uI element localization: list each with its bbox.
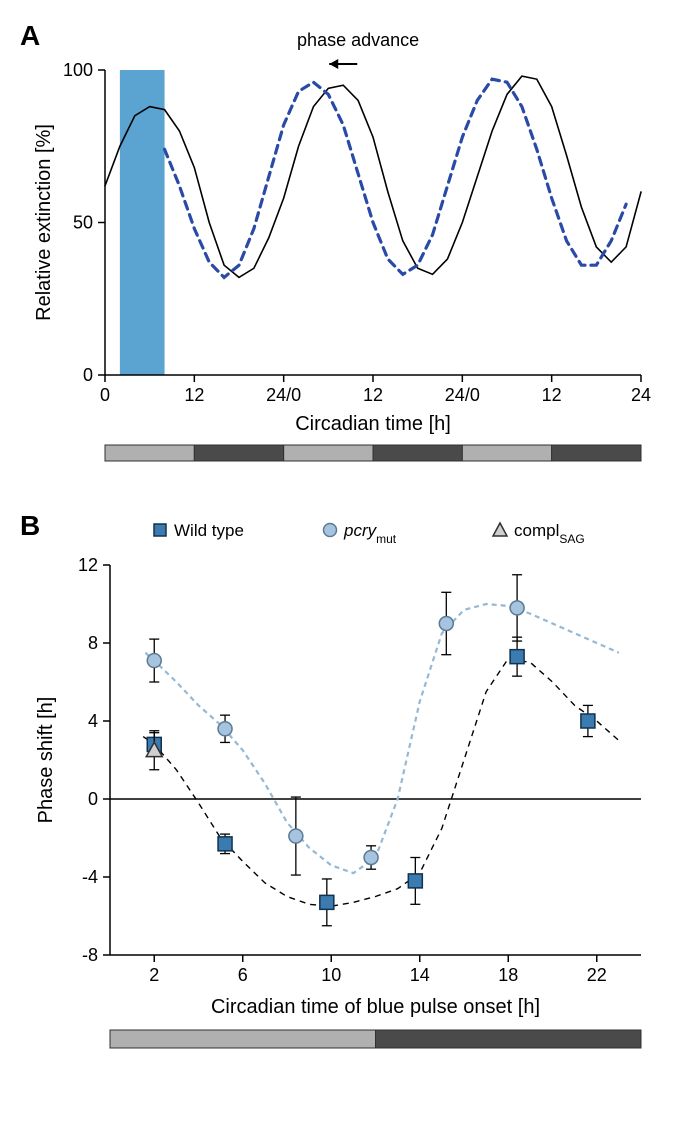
svg-text:24/0: 24/0	[445, 385, 480, 405]
svg-text:4: 4	[88, 711, 98, 731]
panel-b-chart: Wild type pcrymut complSAG -8 -4 0 4 8 12 2 6 10 14 1…	[20, 510, 661, 1070]
svg-text:12: 12	[542, 385, 562, 405]
svg-text:-8: -8	[82, 945, 98, 965]
svg-text:2: 2	[149, 965, 159, 985]
svg-text:100: 100	[63, 60, 93, 80]
svg-text:0: 0	[100, 385, 110, 405]
svg-text:6: 6	[238, 965, 248, 985]
svg-text:phase advance: phase advance	[297, 30, 419, 50]
svg-text:12: 12	[363, 385, 383, 405]
svg-text:Relative extinction [%]: Relative extinction [%]	[33, 124, 55, 321]
svg-text:24: 24	[631, 385, 651, 405]
svg-text:10: 10	[321, 965, 341, 985]
panel-b: B Wild type pcrymut complSAG -8 -4 0 4 8 12 2 6 10 1…	[20, 510, 661, 1070]
svg-text:14: 14	[410, 965, 430, 985]
svg-text:Wild type: Wild type	[174, 521, 244, 540]
svg-text:12: 12	[78, 555, 98, 575]
svg-text:Phase shift [h]: Phase shift [h]	[35, 697, 57, 824]
svg-text:0: 0	[83, 365, 93, 385]
svg-text:18: 18	[498, 965, 518, 985]
panel-b-label: B	[20, 510, 40, 542]
svg-text:-4: -4	[82, 867, 98, 887]
svg-text:complSAG: complSAG	[514, 521, 585, 546]
svg-text:pcrymut: pcrymut	[343, 521, 397, 546]
panel-a: A phase advance 0 50 100 0 12 24/0 12 24/0 12 24 Ci…	[20, 20, 661, 480]
panel-a-chart: phase advance 0 50 100 0 12 24/0 12 24/0 12 24 Circ…	[20, 20, 661, 480]
svg-text:12: 12	[184, 385, 204, 405]
svg-text:Circadian time [h]: Circadian time [h]	[295, 413, 451, 435]
svg-text:Circadian time of blue pulse o: Circadian time of blue pulse onset [h]	[211, 996, 540, 1018]
svg-text:8: 8	[88, 633, 98, 653]
panel-a-label: A	[20, 20, 40, 52]
svg-text:50: 50	[73, 213, 93, 233]
svg-text:22: 22	[587, 965, 607, 985]
svg-text:24/0: 24/0	[266, 385, 301, 405]
svg-text:0: 0	[88, 789, 98, 809]
